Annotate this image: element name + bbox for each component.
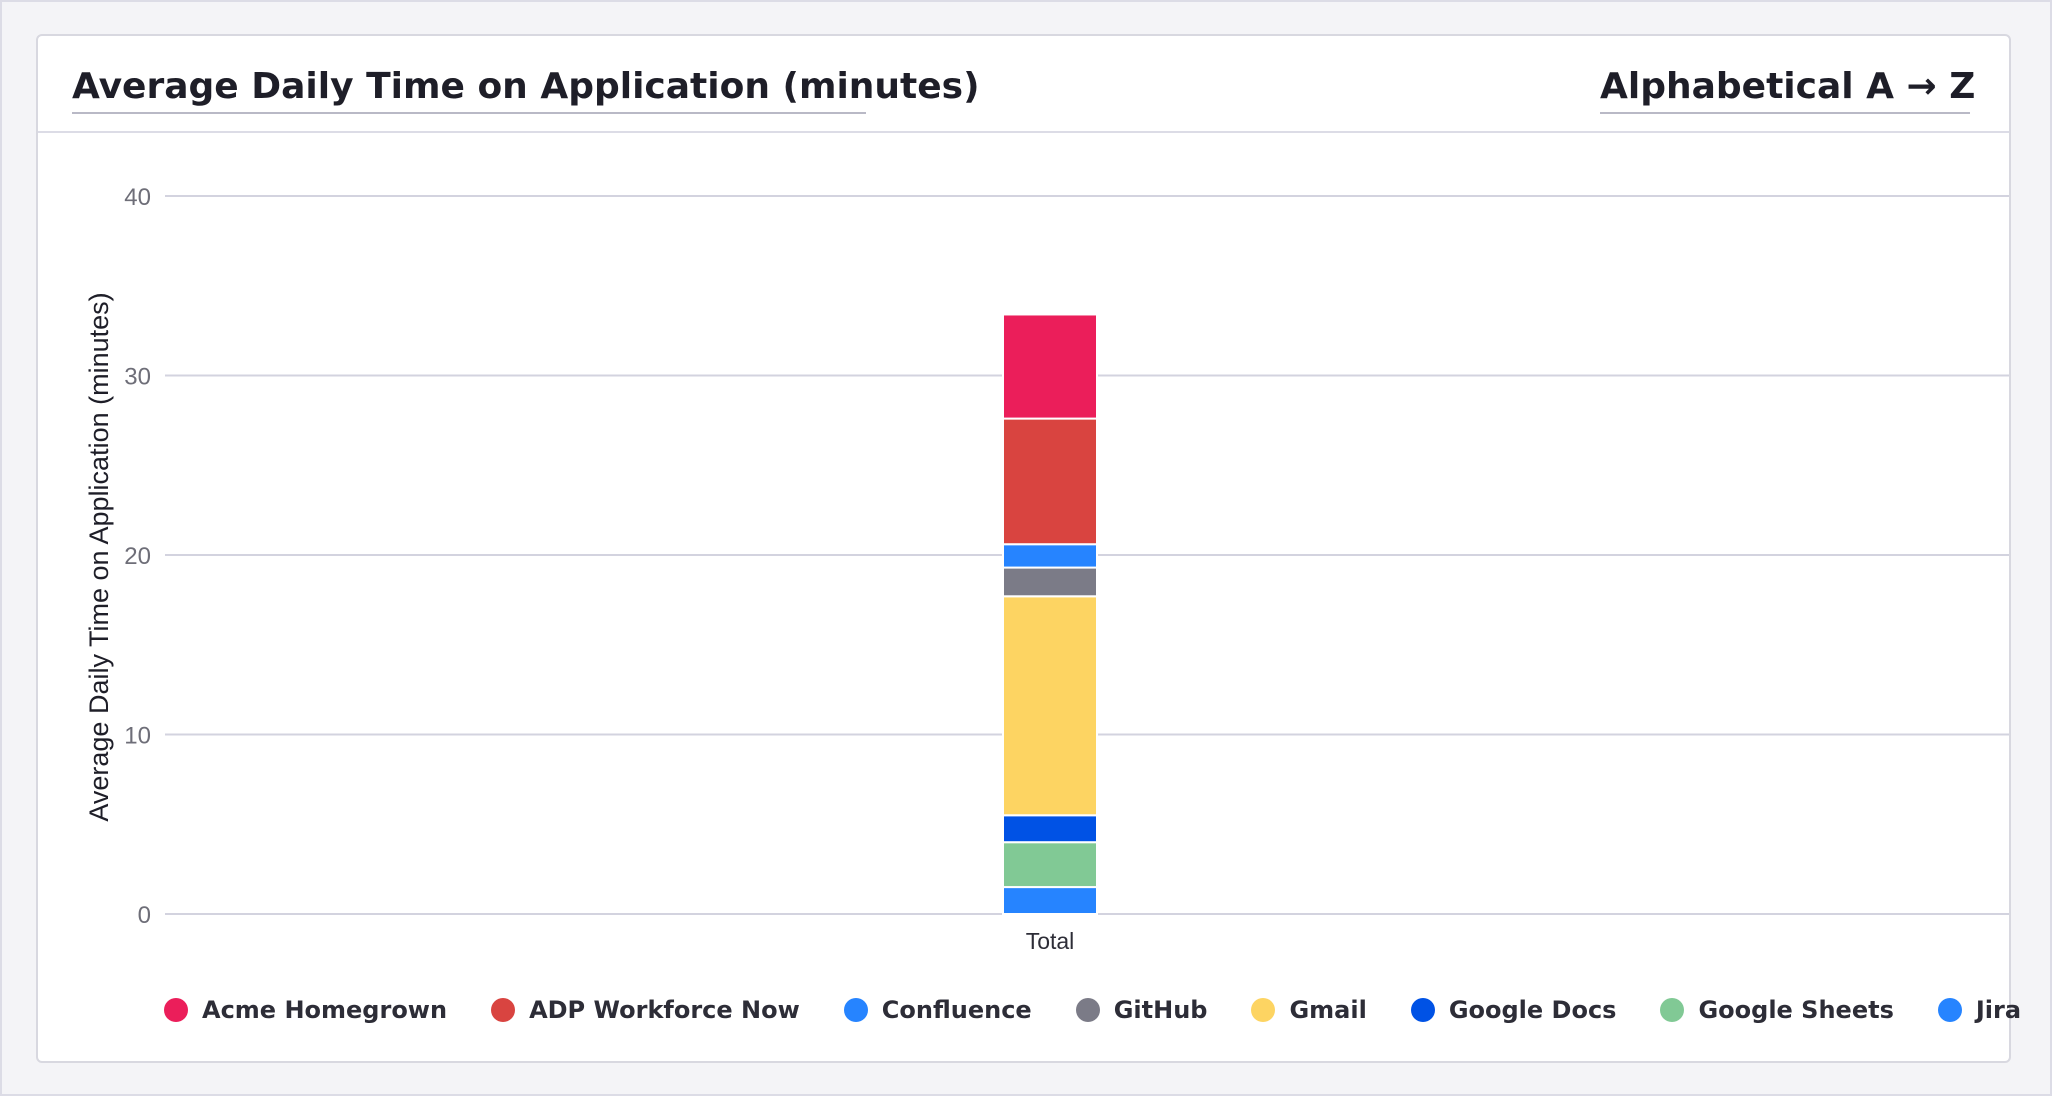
bar-segment-adp-workforce-now[interactable] [1002, 417, 1098, 546]
y-tick-label: 20 [124, 543, 151, 570]
x-tick-label: Total [1026, 928, 1075, 954]
legend-item-confluence[interactable]: Confluence [843, 996, 1032, 1024]
legend-label: Confluence [881, 996, 1032, 1024]
x-axis-ticks: Total [1026, 928, 1075, 954]
bar-stack [1002, 313, 1098, 916]
bar-segment-jira[interactable] [1002, 886, 1098, 916]
legend-item-google-sheets[interactable]: Google Sheets [1660, 996, 1894, 1024]
legend-label: Google Docs [1448, 996, 1617, 1024]
y-tick-label: 40 [124, 184, 151, 211]
y-axis-label: Average Daily Time on Application (minut… [84, 292, 114, 821]
sort-dropdown-label: Alphabetical A → Z [1600, 65, 1976, 107]
legend-swatch [1410, 998, 1435, 1022]
bar-segment-acme-homegrown[interactable] [1002, 313, 1098, 420]
legend-swatch [491, 998, 516, 1022]
legend-swatch [1660, 998, 1685, 1022]
legend-swatch [1937, 998, 1962, 1022]
bar-segment-google-sheets[interactable] [1002, 841, 1098, 889]
chart-header: Average Daily Time on Application (minut… [38, 36, 2009, 133]
legend-item-jira[interactable]: Jira [1937, 996, 2022, 1024]
legend-label: Google Sheets [1698, 996, 1894, 1024]
chart-legend: Acme Homegrown ADP Workforce Now Confluenc… [164, 996, 2052, 1024]
metric-dropdown[interactable]: Average Daily Time on Application (minut… [72, 60, 980, 114]
y-tick-label: 0 [138, 902, 151, 929]
legend-label: Jira [1975, 996, 2022, 1024]
legend-label: GitHub [1113, 996, 1208, 1024]
legend-label: Acme Homegrown [202, 996, 448, 1024]
legend-item-adp-workforce-now[interactable]: ADP Workforce Now [491, 996, 800, 1024]
bar-segment-confluence[interactable] [1002, 543, 1098, 569]
stacked-bar-chart: 0 10 20 30 40 Total Average Daily Time on Ap… [84, 184, 2009, 954]
y-tick-label: 10 [124, 723, 151, 750]
legend-item-gmail[interactable]: Gmail [1251, 996, 1367, 1024]
bar-segment-google-docs[interactable] [1002, 814, 1098, 844]
legend-item-google-docs[interactable]: Google Docs [1410, 996, 1617, 1024]
metric-dropdown-label: Average Daily Time on Application (minut… [72, 65, 980, 107]
legend-item-github[interactable]: GitHub [1075, 996, 1208, 1024]
legend-swatch [1251, 998, 1276, 1022]
bar-segment-gmail[interactable] [1002, 595, 1098, 817]
legend-swatch [164, 998, 188, 1022]
y-axis-ticks: 0 10 20 30 40 [124, 184, 151, 929]
legend-label: Gmail [1289, 996, 1367, 1024]
legend-swatch [1075, 998, 1100, 1022]
chart-card: Average Daily Time on Application (minut… [36, 34, 2021, 1063]
legend-label: ADP Workforce Now [529, 996, 800, 1024]
legend-item-acme-homegrown[interactable]: Acme Homegrown [164, 996, 447, 1024]
sort-dropdown[interactable]: Alphabetical A → Z [1600, 60, 1975, 114]
bar-segment-github[interactable] [1002, 566, 1098, 598]
y-tick-label: 30 [124, 364, 151, 391]
legend-swatch [843, 998, 868, 1022]
